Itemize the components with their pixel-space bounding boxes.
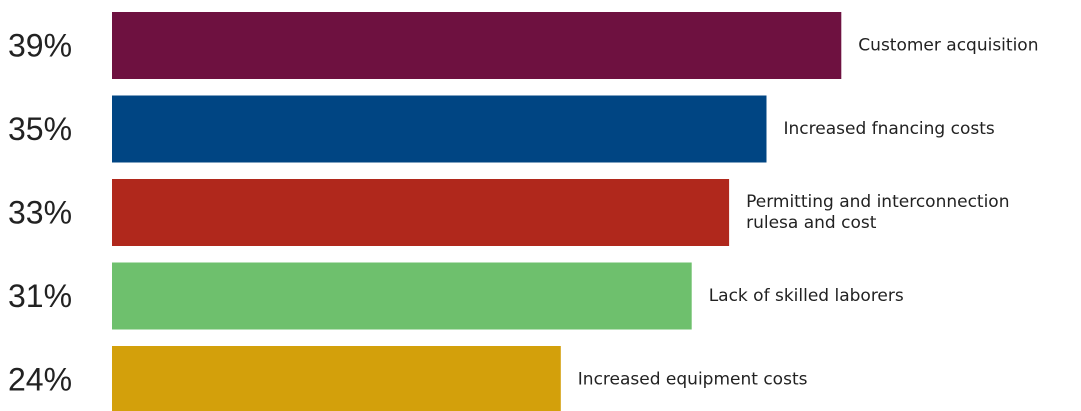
bar	[112, 262, 692, 330]
bar	[112, 95, 767, 163]
category-label: Permitting and interconnection rulesa and…	[746, 192, 1009, 233]
value-label: 33%	[8, 195, 72, 231]
category-label-line: Lack of skilled laborers	[709, 286, 904, 306]
bar-row: 24% Increased equipment costs	[8, 346, 808, 411]
bar-row: 35% Increased fnancing costs	[8, 95, 995, 163]
bar-row: 33% Permitting and interconnection rulesa …	[8, 179, 1010, 246]
category-label-line: rulesa and cost	[746, 213, 877, 233]
category-label-line: Customer acquisition	[858, 36, 1038, 56]
bar	[112, 346, 561, 411]
value-label: 31%	[8, 278, 72, 314]
bar-row: 39% Customer acquisition	[8, 12, 1038, 79]
category-label: Increased fnancing costs	[784, 119, 995, 139]
category-label: Customer acquisition	[858, 36, 1038, 56]
category-label: Lack of skilled laborers	[709, 286, 904, 306]
bar	[112, 179, 730, 246]
bar-row: 31% Lack of skilled laborers	[8, 262, 904, 330]
value-label: 24%	[8, 362, 72, 398]
category-label: Increased equipment costs	[578, 370, 808, 390]
category-label-line: Increased equipment costs	[578, 370, 808, 390]
bar	[112, 12, 842, 79]
category-label-line: Permitting and interconnection	[746, 192, 1009, 212]
value-label: 39%	[8, 28, 72, 64]
category-label-line: Increased fnancing costs	[784, 119, 995, 139]
value-label: 35%	[8, 111, 72, 147]
